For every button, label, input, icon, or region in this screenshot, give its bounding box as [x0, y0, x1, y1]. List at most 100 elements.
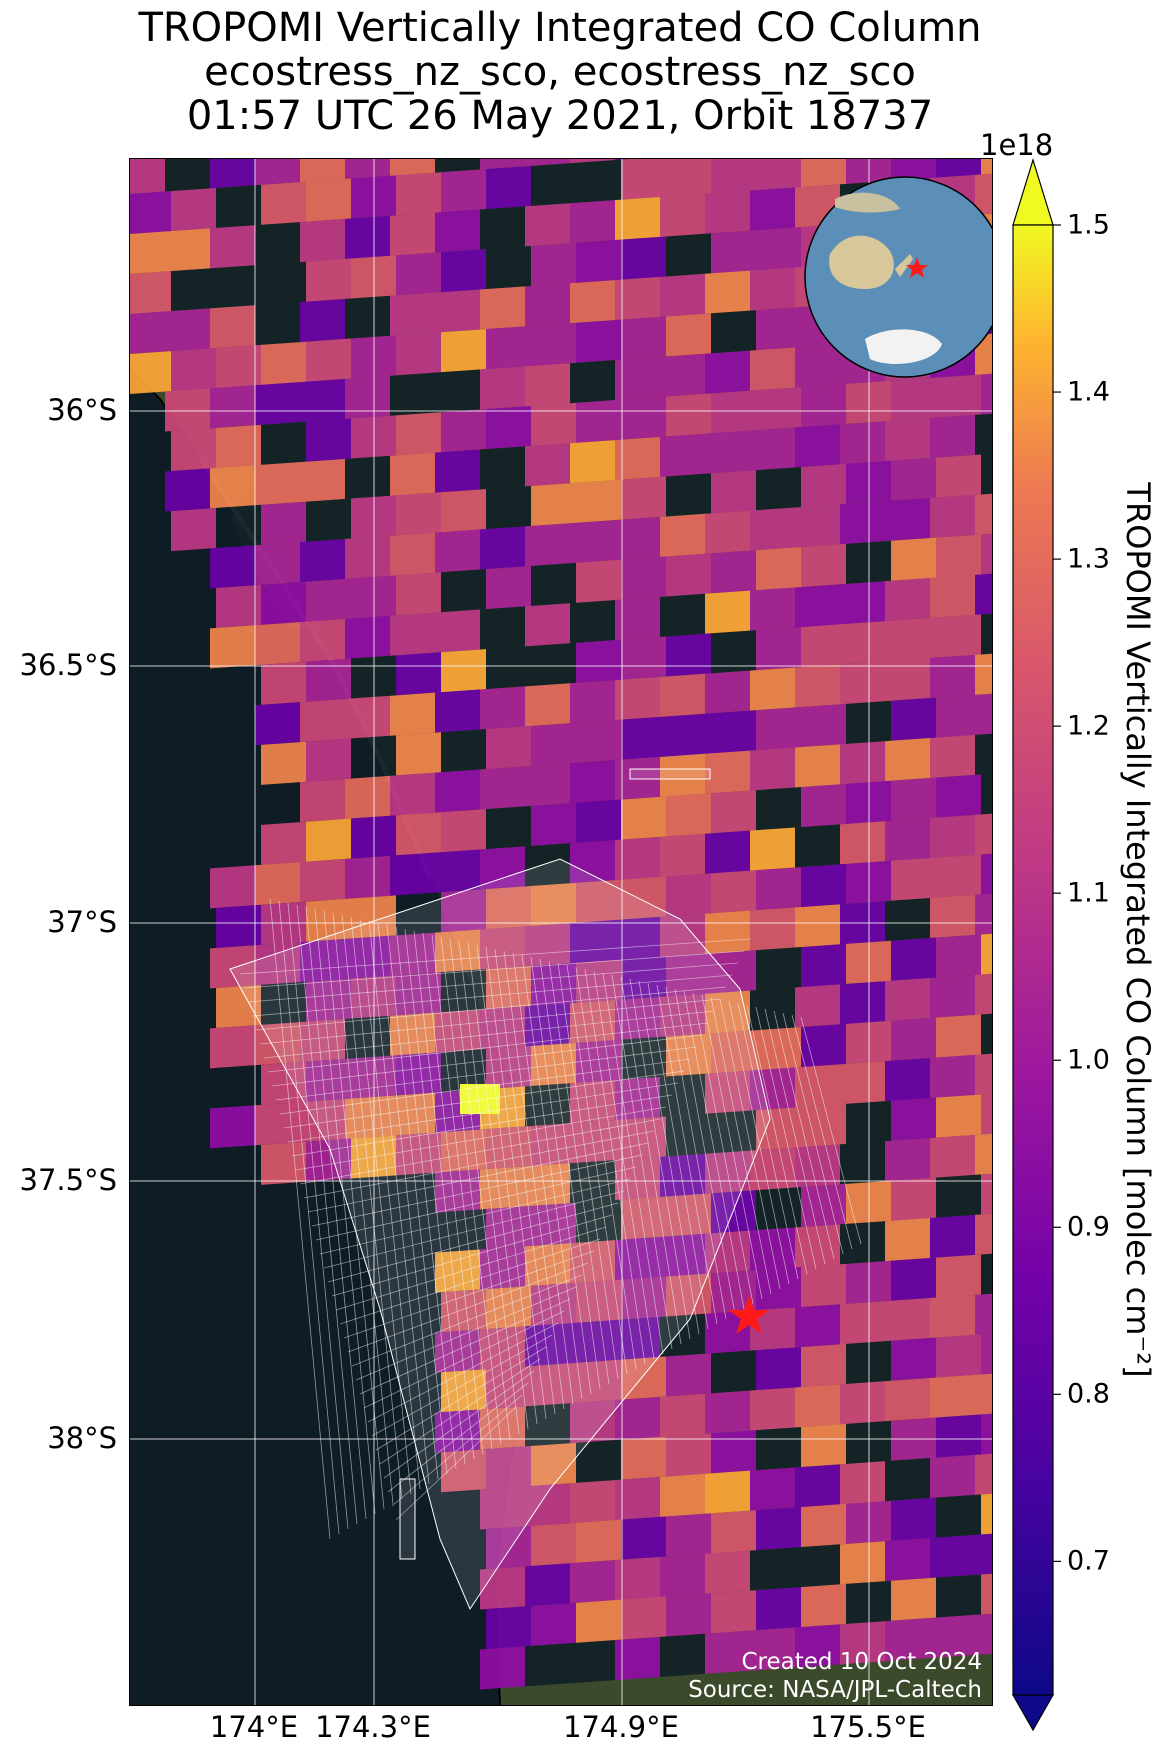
- ecostress-hatch: [404, 928, 466, 1465]
- tropomi-pixel: [930, 1454, 975, 1499]
- tropomi-pixel: [660, 1393, 705, 1437]
- tropomi-pixel: [255, 622, 300, 666]
- tropomi-pixel: [306, 418, 351, 462]
- tropomi-pixel: [666, 953, 711, 997]
- tropomi-pixel: [711, 1270, 756, 1314]
- tropomi-pixel: [531, 1602, 576, 1646]
- tropomi-pixel: [975, 1131, 992, 1175]
- tropomi-pixel: [975, 491, 992, 535]
- tropomi-pixel: [255, 222, 300, 266]
- tropomi-pixel: [390, 452, 435, 496]
- tropomi-pixel: [840, 1061, 885, 1105]
- tropomi-pixel: [981, 531, 992, 575]
- tropomi-pixel: [801, 1183, 846, 1228]
- tropomi-pixel: [801, 1343, 846, 1388]
- tropomi-pixel: [885, 1538, 930, 1582]
- ecostress-hatch: [710, 996, 772, 1295]
- tropomi-pixel: [570, 280, 615, 324]
- tropomi-pixel: [750, 1547, 795, 1591]
- tropomi-pixel: [300, 298, 345, 343]
- tropomi-pixel: [396, 172, 441, 216]
- tropomi-pixel: [570, 200, 615, 244]
- tropomi-pixel: [801, 623, 846, 668]
- title-line-3: 01:57 UTC 26 May 2021, Orbit 18737: [186, 93, 934, 139]
- map-panel[interactable]: Created 10 Oct 2024 Source: NASA/JPL-Cal…: [129, 158, 993, 1706]
- tropomi-pixel: [216, 1144, 261, 1188]
- lon-label-174-9: 174.9°E: [563, 1710, 679, 1744]
- tropomi-pixel: [660, 673, 705, 717]
- colorbar-tick-label: 1.1: [1067, 877, 1110, 909]
- tropomi-pixel: [936, 534, 981, 578]
- tropomi-pixel: [306, 178, 351, 222]
- tropomi-pixel: [441, 1049, 486, 1093]
- tropomi-pixel: [840, 661, 885, 705]
- tropomi-pixel: [891, 1497, 936, 1541]
- tropomi-pixel: [885, 818, 930, 862]
- tropomi-pixel: [396, 652, 441, 696]
- ecostress-hatch: [287, 1082, 679, 1143]
- ecostress-hatch: [395, 926, 457, 1470]
- tropomi-pixel: [795, 744, 840, 788]
- tropomi-pixel: [531, 722, 576, 766]
- tropomi-pixel: [570, 1160, 615, 1204]
- tropomi-pixel: [171, 507, 216, 552]
- lat-label-37-5: 37.5°S: [19, 1163, 117, 1197]
- ecostress-hatch: [764, 1008, 826, 1265]
- tropomi-pixel: [621, 1196, 666, 1240]
- tropomi-pixel: [486, 805, 531, 850]
- tropomi-pixel: [750, 987, 795, 1031]
- ecostress-hatch: [371, 1334, 553, 1437]
- ecostress-hatch: [255, 986, 727, 1031]
- map-canvas: [130, 159, 992, 1705]
- tropomi-pixel: [570, 1240, 615, 1284]
- tropomi-pixel: [666, 713, 711, 757]
- tropomi-pixel: [171, 187, 216, 232]
- tropomi-pixel: [975, 1051, 992, 1095]
- tropomi-pixel: [216, 504, 261, 548]
- tropomi-pixel: [345, 615, 390, 659]
- tropomi-pixel: [345, 855, 390, 899]
- tropomi-pixel: [891, 1097, 936, 1141]
- tropomi-pixel: [975, 1211, 992, 1255]
- ecostress-hatch: [476, 944, 538, 1425]
- tropomi-pixel: [801, 463, 846, 508]
- tropomi-pixel: [396, 572, 441, 616]
- tropomi-pixel: [705, 1070, 750, 1114]
- colorbar-tick-label: 0.9: [1067, 1211, 1110, 1243]
- tropomi-pixel: [486, 245, 531, 290]
- tropomi-pixel: [750, 1067, 795, 1111]
- tropomi-pixel: [615, 1636, 660, 1681]
- tropomi-pixel: [795, 1224, 840, 1268]
- colorbar-title: TROPOMI Vertically Integrated CO Column …: [1119, 482, 1157, 1378]
- tropomi-pixel: [396, 332, 441, 376]
- tropomi-pixel: [216, 184, 261, 228]
- tropomi-pixel: [525, 1403, 570, 1447]
- tropomi-pixel: [756, 1347, 801, 1391]
- tropomi-pixel: [981, 771, 992, 815]
- ecostress-hatch: [339, 1238, 601, 1325]
- tropomi-pixel: [711, 1590, 756, 1634]
- tropomi-pixel: [480, 686, 525, 730]
- ecostress-hatch: [755, 1006, 817, 1270]
- tropomi-pixel: [711, 550, 756, 594]
- source-credit: Source: NASA/JPL-Caltech: [688, 1677, 982, 1703]
- tropomi-pixel: [801, 1423, 846, 1468]
- tropomi-pixel: [390, 692, 435, 736]
- tropomi-pixel: [801, 1103, 846, 1148]
- tropomi-pixel: [441, 969, 486, 1013]
- tropomi-pixel: [666, 393, 711, 437]
- tropomi-pixel: [705, 510, 750, 554]
- tropomi-pixel: [981, 371, 992, 415]
- ecostress-hatch: [800, 1016, 862, 1245]
- tropomi-pixel: [255, 542, 300, 586]
- tropomi-pixel: [891, 1337, 936, 1381]
- tropomi-pixel: [441, 489, 486, 533]
- tropomi-pixel: [660, 1553, 705, 1597]
- tropomi-pixel: [576, 399, 621, 443]
- tropomi-pixel: [165, 228, 210, 272]
- tropomi-pixel: [345, 535, 390, 579]
- tropomi-pixel: [130, 311, 165, 355]
- tropomi-pixel: [801, 1263, 846, 1308]
- ecostress-footprint-outline: [229, 858, 771, 1611]
- tropomi-pixel: [531, 642, 576, 686]
